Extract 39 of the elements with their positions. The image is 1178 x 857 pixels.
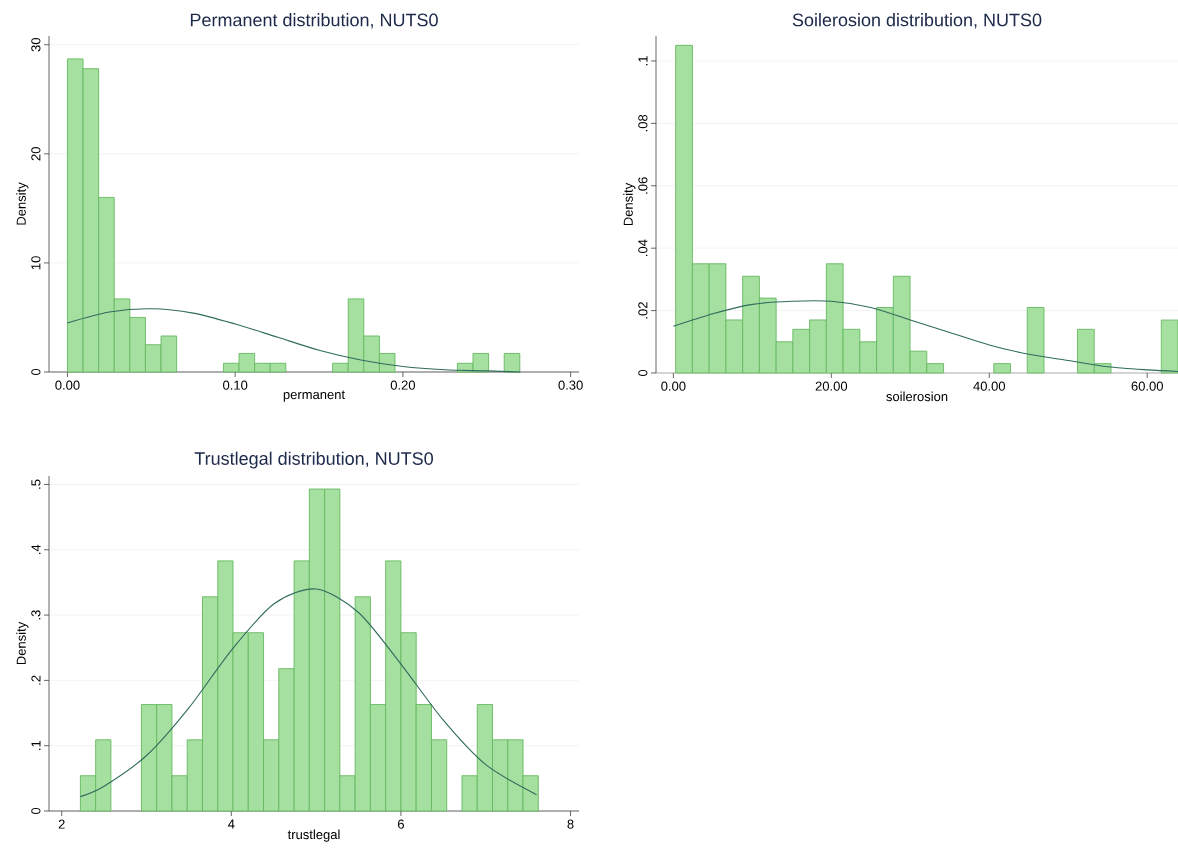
line-series <box>672 300 1178 372</box>
y-tick-label: .1 <box>638 56 648 66</box>
x-axis-title: soilerosion <box>886 391 948 402</box>
chart-title: Soilerosion distribution, NUTS0 <box>792 13 1042 29</box>
y-tick-label: .2 <box>31 675 41 685</box>
y-tick-label: .06 <box>638 177 648 194</box>
x-tick-label: 0.30 <box>558 380 583 390</box>
y-tick-label: .3 <box>31 610 41 620</box>
chart-title: Trustlegal distribution, NUTS0 <box>194 451 433 469</box>
x-axis-title: permanent <box>283 390 345 402</box>
y-tick-label: 30 <box>31 37 41 52</box>
y-tick-label: 0 <box>638 369 648 377</box>
y-tick-label: 0 <box>31 368 41 376</box>
x-tick-label: 20.00 <box>815 381 848 391</box>
y-tick-label: .08 <box>638 114 648 132</box>
line-series <box>66 308 521 373</box>
x-tick-label: 8 <box>567 819 574 829</box>
y-tick-label: 20 <box>31 147 41 161</box>
y-axis-title: Density <box>623 182 636 226</box>
y-axis-title: Density <box>16 182 29 225</box>
x-tick-label: 0.20 <box>390 380 416 390</box>
x-tick-label: 4 <box>228 819 235 829</box>
x-axis-title: trustlegal <box>287 829 340 842</box>
x-tick-label: 0.00 <box>55 380 80 390</box>
y-axis-title: Density <box>16 621 29 665</box>
x-tick-label: 0.00 <box>661 381 686 391</box>
y-tick-label: .1 <box>31 740 41 750</box>
x-tick-label: 40.00 <box>973 381 1006 391</box>
y-tick-label: .04 <box>638 239 648 257</box>
x-tick-label: 6 <box>397 819 404 829</box>
y-tick-label: 10 <box>31 256 41 270</box>
y-tick-label: .5 <box>31 479 41 489</box>
y-tick-label: .02 <box>638 302 648 319</box>
x-tick-label: 0.10 <box>223 380 248 390</box>
x-tick-label: 2 <box>58 819 65 829</box>
y-tick-label: .4 <box>31 544 41 555</box>
x-tick-label: 60.00 <box>1131 381 1163 391</box>
y-tick-label: 0 <box>31 807 41 815</box>
chart-title: Permanent distribution, NUTS0 <box>190 13 438 29</box>
